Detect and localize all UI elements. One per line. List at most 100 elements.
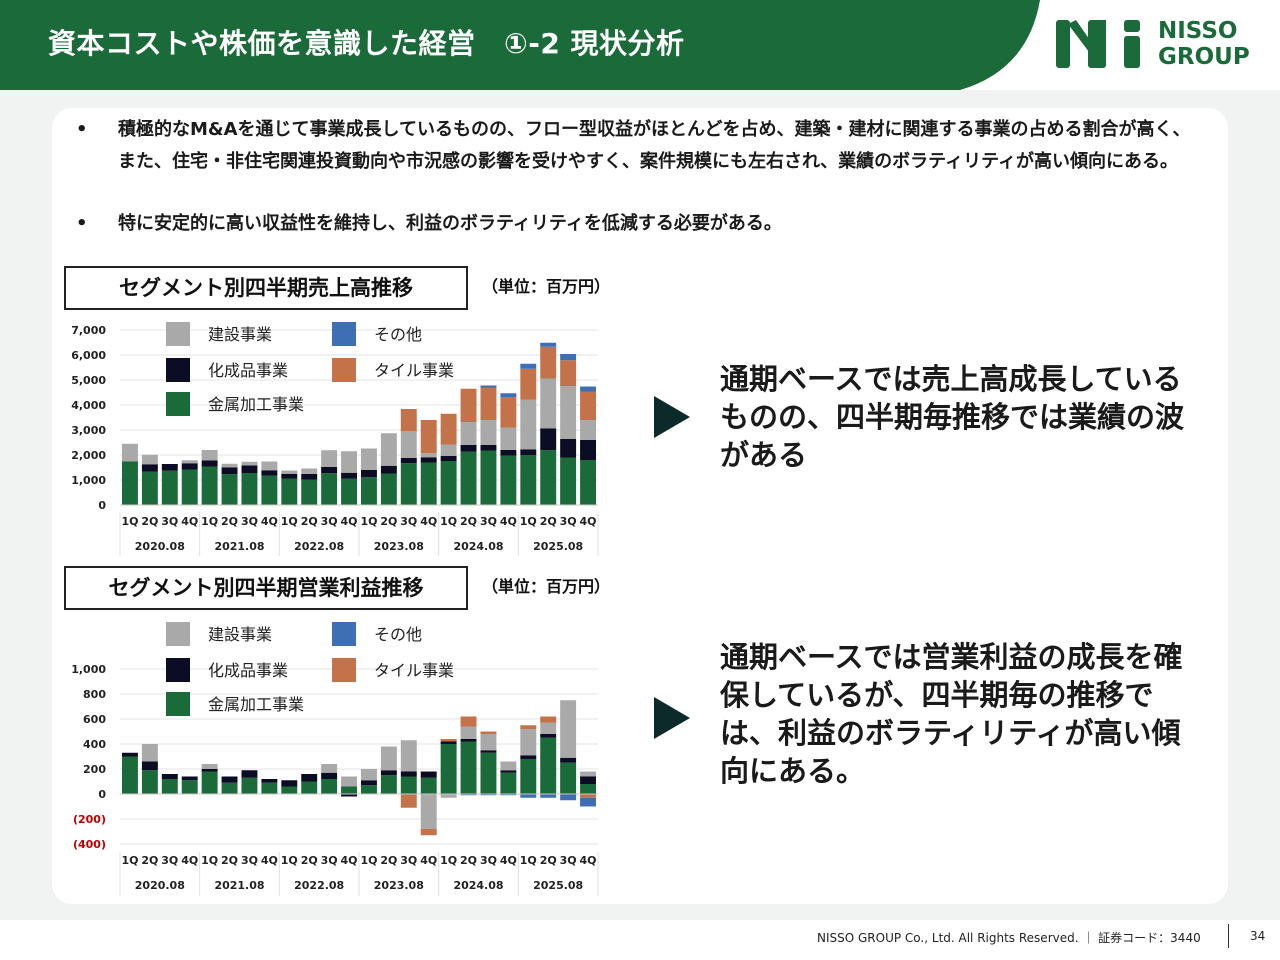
bar-segment [341, 794, 358, 797]
bar-segment [400, 794, 417, 808]
bar-segment [181, 780, 198, 794]
bar-segment [181, 469, 198, 505]
bar-segment [460, 451, 477, 505]
x-group-label: 2023.08 [374, 540, 424, 553]
bar-segment [400, 431, 417, 458]
y-tick-label: 2,000 [71, 449, 106, 462]
x-group-label: 2023.08 [374, 879, 424, 892]
bar-segment [440, 461, 457, 505]
sales-section-title: セグメント別四半期売上高推移 [64, 266, 468, 310]
logo-text: NISSO GROUP [1158, 18, 1250, 70]
y-tick-label: 1,000 [71, 663, 106, 676]
x-group-label: 2021.08 [214, 879, 264, 892]
bar-segment [440, 739, 457, 742]
bar-segment [360, 769, 377, 781]
bullet-mark: • [76, 213, 88, 234]
bar-segment [500, 393, 517, 397]
bar-segment [500, 770, 517, 773]
bar-segment [580, 460, 597, 505]
y-tick-label: (200) [73, 813, 106, 826]
bar-segment [480, 385, 497, 388]
bar-segment [520, 729, 537, 756]
y-tick-label: 400 [83, 738, 106, 751]
bar-segment [560, 762, 577, 794]
bullet-mark: • [76, 119, 88, 140]
bar-segment [540, 378, 557, 429]
y-tick-label: 5,000 [71, 374, 106, 387]
bar-segment [380, 473, 397, 505]
legend-label: 化成品事業 [208, 661, 288, 680]
x-tick-label: 4Q [341, 854, 358, 867]
x-tick-label: 3Q [560, 515, 577, 528]
bar-segment [341, 451, 358, 473]
x-tick-label: 3Q [161, 515, 178, 528]
bar-segment [500, 427, 517, 450]
bar-segment [281, 473, 298, 479]
bar-segment [321, 467, 338, 474]
bar-segment [221, 782, 238, 794]
bar-segment [480, 445, 497, 451]
footer-copyright: NISSO GROUP Co., Ltd. All Rights Reserve… [817, 931, 1201, 945]
x-group-label: 2024.08 [453, 540, 503, 553]
x-tick-label: 4Q [261, 854, 278, 867]
ni-logo-mark-icon [1056, 20, 1140, 68]
bar-segment [241, 473, 258, 505]
bar-segment [360, 477, 377, 505]
bar-segment [380, 770, 397, 776]
x-group-label: 2025.08 [533, 540, 583, 553]
bar-segment [221, 776, 238, 783]
bar-segment [540, 722, 557, 734]
right-triangle-arrow-icon [654, 697, 690, 739]
bullet-text: 特に安定的に高い収益性を維持し、利益のボラティリティを低減する必要がある。 [118, 213, 782, 234]
x-tick-label: 4Q [420, 515, 437, 528]
bar-segment [520, 755, 537, 759]
x-tick-label: 1Q [121, 854, 138, 867]
profit-unit-label: （単位：百万円） [482, 577, 611, 596]
bar-segment [440, 413, 457, 445]
bar-segment [460, 716, 477, 727]
x-tick-label: 2Q [301, 515, 318, 528]
bar-segment [141, 464, 158, 472]
bar-segment [560, 700, 577, 758]
bar-segment [580, 771, 597, 777]
bar-segment [241, 770, 258, 778]
page-title: 資本コストや株価を意識した経営 ①-2 現状分析 [48, 27, 685, 60]
x-tick-label: 3Q [400, 854, 417, 867]
bar-segment [161, 779, 178, 794]
bar-segment [261, 461, 278, 471]
bar-segment [201, 764, 218, 769]
bar-segment [261, 475, 278, 505]
bar-segment [420, 420, 437, 454]
x-tick-label: 3Q [321, 515, 338, 528]
x-tick-label: 1Q [201, 854, 218, 867]
legend-swatch [332, 622, 356, 646]
bar-segment [520, 363, 537, 369]
legend-label: タイル事業 [374, 661, 454, 680]
bar-segment [500, 761, 517, 771]
bar-segment [380, 465, 397, 474]
bar-segment [580, 386, 597, 392]
bar-segment [560, 354, 577, 361]
bar-segment [540, 794, 557, 798]
x-group-label: 2022.08 [294, 540, 344, 553]
bar-segment [141, 761, 158, 771]
x-tick-label: 2Q [380, 854, 397, 867]
x-tick-label: 3Q [560, 854, 577, 867]
x-tick-label: 2Q [380, 515, 397, 528]
bar-segment [500, 450, 517, 456]
x-group-label: 2025.08 [533, 879, 583, 892]
bar-segment [380, 746, 397, 771]
bar-segment [520, 368, 537, 400]
bar-segment [201, 450, 218, 461]
logo-text-line1: NISSO [1158, 18, 1238, 44]
bar-segment [341, 786, 358, 794]
bar-segment [181, 460, 198, 464]
bar-segment [360, 448, 377, 470]
x-tick-label: 1Q [201, 515, 218, 528]
bar-segment [341, 478, 358, 505]
bar-segment [440, 741, 457, 744]
x-tick-label: 1Q [360, 854, 377, 867]
x-tick-label: 2Q [460, 515, 477, 528]
bar-segment [281, 780, 298, 787]
